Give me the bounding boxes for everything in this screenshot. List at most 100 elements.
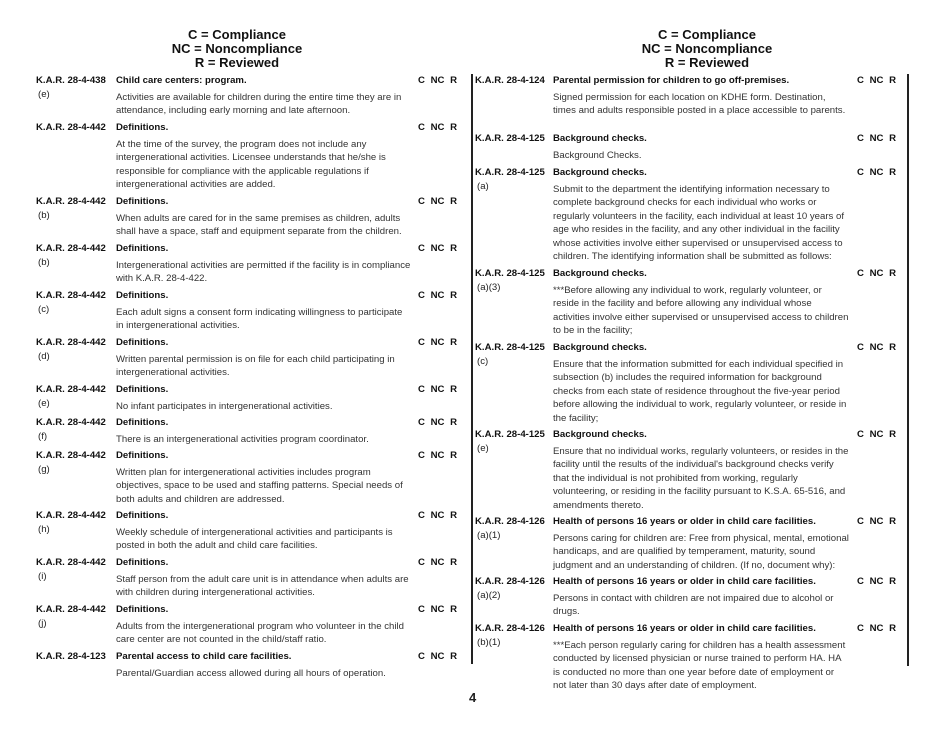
regulation-content: Definitions. Weekly schedule of intergene… [116,509,412,553]
regulation-subsection: (d) [38,351,50,362]
regulation-description: At the time of the survey, the program d… [116,138,386,191]
regulation-description: Adults from the intergenerational progra… [116,620,404,646]
regulation-description: Persons in contact with children are not… [553,592,834,618]
regulation-subsection: (b) [38,257,50,268]
legend-right: C = Compliance NC = Noncompliance R = Re… [557,28,857,70]
regulation-subsection: (a)(3) [477,282,501,293]
regulation-code: K.A.R. 28-4-125 [475,167,545,178]
legend-left: C = Compliance NC = Noncompliance R = Re… [87,28,387,70]
regulation-title: Definitions. [116,384,169,395]
regulation-title: Definitions. [116,450,169,461]
regulation-description: There is an intergenerational activities… [116,433,369,445]
regulation-title: Definitions. [116,122,169,133]
compliance-marks: C NC R [418,384,458,395]
regulation-title: Definitions. [116,196,169,207]
regulation-content: Background checks. Ensure that no individ… [553,428,849,512]
regulation-code: K.A.R. 28-4-125 [475,429,545,440]
regulation-title: Definitions. [116,290,169,301]
regulation-subsection: (f) [38,431,48,442]
regulation-description: Submit to the department the identifying… [553,183,844,263]
page-number: 4 [469,690,477,705]
regulation-content: Definitions. When adults are cared for in… [116,195,412,239]
compliance-marks: C NC R [418,417,458,428]
regulation-title: Health of persons 16 years or older in c… [553,516,816,527]
regulation-subsection: (h) [38,524,50,535]
regulation-content: Definitions. At the time of the survey, t… [116,121,412,192]
regulation-code: K.A.R. 28-4-442 [36,122,106,133]
regulation-title: Health of persons 16 years or older in c… [553,576,816,587]
regulation-description: Staff person from the adult care unit is… [116,573,409,599]
regulation-description: Signed permission for each location on K… [553,91,846,117]
regulation-content: Definitions. Written plan for intergenera… [116,449,412,506]
regulation-code: K.A.R. 28-4-442 [36,290,106,301]
regulation-code: K.A.R. 28-4-442 [36,384,106,395]
regulation-title: Definitions. [116,604,169,615]
regulation-description: Activities are available for children du… [116,91,402,117]
regulation-code: K.A.R. 28-4-442 [36,337,106,348]
regulation-code: K.A.R. 28-4-126 [475,623,545,634]
legend-compliance: C = Compliance [188,27,286,42]
compliance-marks: C NC R [418,450,458,461]
regulation-description: ***Before allowing any individual to wor… [553,284,849,337]
regulation-code: K.A.R. 28-4-442 [36,243,106,254]
compliance-marks: C NC R [418,651,458,662]
regulation-content: Definitions. Written parental permission … [116,336,412,380]
regulation-subsection: (b)(1) [477,637,501,648]
compliance-marks: C NC R [857,75,897,86]
legend-noncompliance: NC = Noncompliance [171,41,303,56]
regulation-content: Health of persons 16 years or older in c… [553,515,849,572]
regulation-code: K.A.R. 28-4-438 [36,75,106,86]
regulation-code: K.A.R. 28-4-125 [475,342,545,353]
regulation-code: K.A.R. 28-4-442 [36,510,106,521]
compliance-marks: C NC R [418,290,458,301]
regulation-code: K.A.R. 28-4-442 [36,557,106,568]
regulation-code: K.A.R. 28-4-442 [36,604,106,615]
regulation-content: Definitions. Staff person from the adult … [116,556,412,600]
regulation-title: Background checks. [553,429,647,440]
regulation-subsection: (c) [38,304,50,315]
regulation-description: Parental/Guardian access allowed during … [116,667,386,679]
regulation-code: K.A.R. 28-4-442 [36,417,106,428]
regulation-description: Persons caring for children are: Free fr… [553,532,849,571]
regulation-description: Weekly schedule of intergenerational act… [116,526,393,552]
regulation-content: Background checks. ***Before allowing any… [553,267,849,338]
regulation-content: Health of persons 16 years or older in c… [553,622,849,693]
regulation-subsection: (e) [38,89,50,100]
regulation-title: Definitions. [116,417,169,428]
regulation-title: Background checks. [553,268,647,279]
compliance-marks: C NC R [857,167,897,178]
regulation-code: K.A.R. 28-4-126 [475,576,545,587]
regulation-description: When adults are cared for in the same pr… [116,212,402,238]
legend-compliance: C = Compliance [658,27,756,42]
regulation-subsection: (g) [38,464,50,475]
regulation-title: Definitions. [116,337,169,348]
regulation-title: Background checks. [553,133,647,144]
compliance-marks: C NC R [418,196,458,207]
regulation-title: Background checks. [553,342,647,353]
regulation-title: Child care centers: program. [116,75,247,86]
column-divider [471,74,473,664]
regulation-subsection: (a)(2) [477,590,501,601]
legend-reviewed: R = Reviewed [194,55,280,70]
regulation-subsection: (j) [38,618,47,629]
compliance-marks: C NC R [857,133,897,144]
regulation-title: Background checks. [553,167,647,178]
regulation-code: K.A.R. 28-4-125 [475,268,545,279]
regulation-code: K.A.R. 28-4-123 [36,651,106,662]
regulation-content: Definitions. Intergenerational activities… [116,242,412,286]
regulation-description: Background Checks. [553,149,642,161]
regulation-title: Parental access to child care facilities… [116,651,292,662]
compliance-marks: C NC R [857,516,897,527]
regulation-content: Definitions. Adults from the intergenerat… [116,603,412,647]
compliance-marks: C NC R [418,337,458,348]
compliance-marks: C NC R [418,557,458,568]
regulation-title: Definitions. [116,243,169,254]
regulation-title: Definitions. [116,510,169,521]
regulation-title: Parental permission for children to go o… [553,75,790,86]
legend-noncompliance: NC = Noncompliance [641,41,773,56]
regulation-subsection: (a)(1) [477,530,501,541]
regulation-content: Background checks. Background Checks. [553,132,849,162]
compliance-marks: C NC R [418,510,458,521]
regulation-subsection: (e) [477,443,489,454]
regulation-title: Definitions. [116,557,169,568]
